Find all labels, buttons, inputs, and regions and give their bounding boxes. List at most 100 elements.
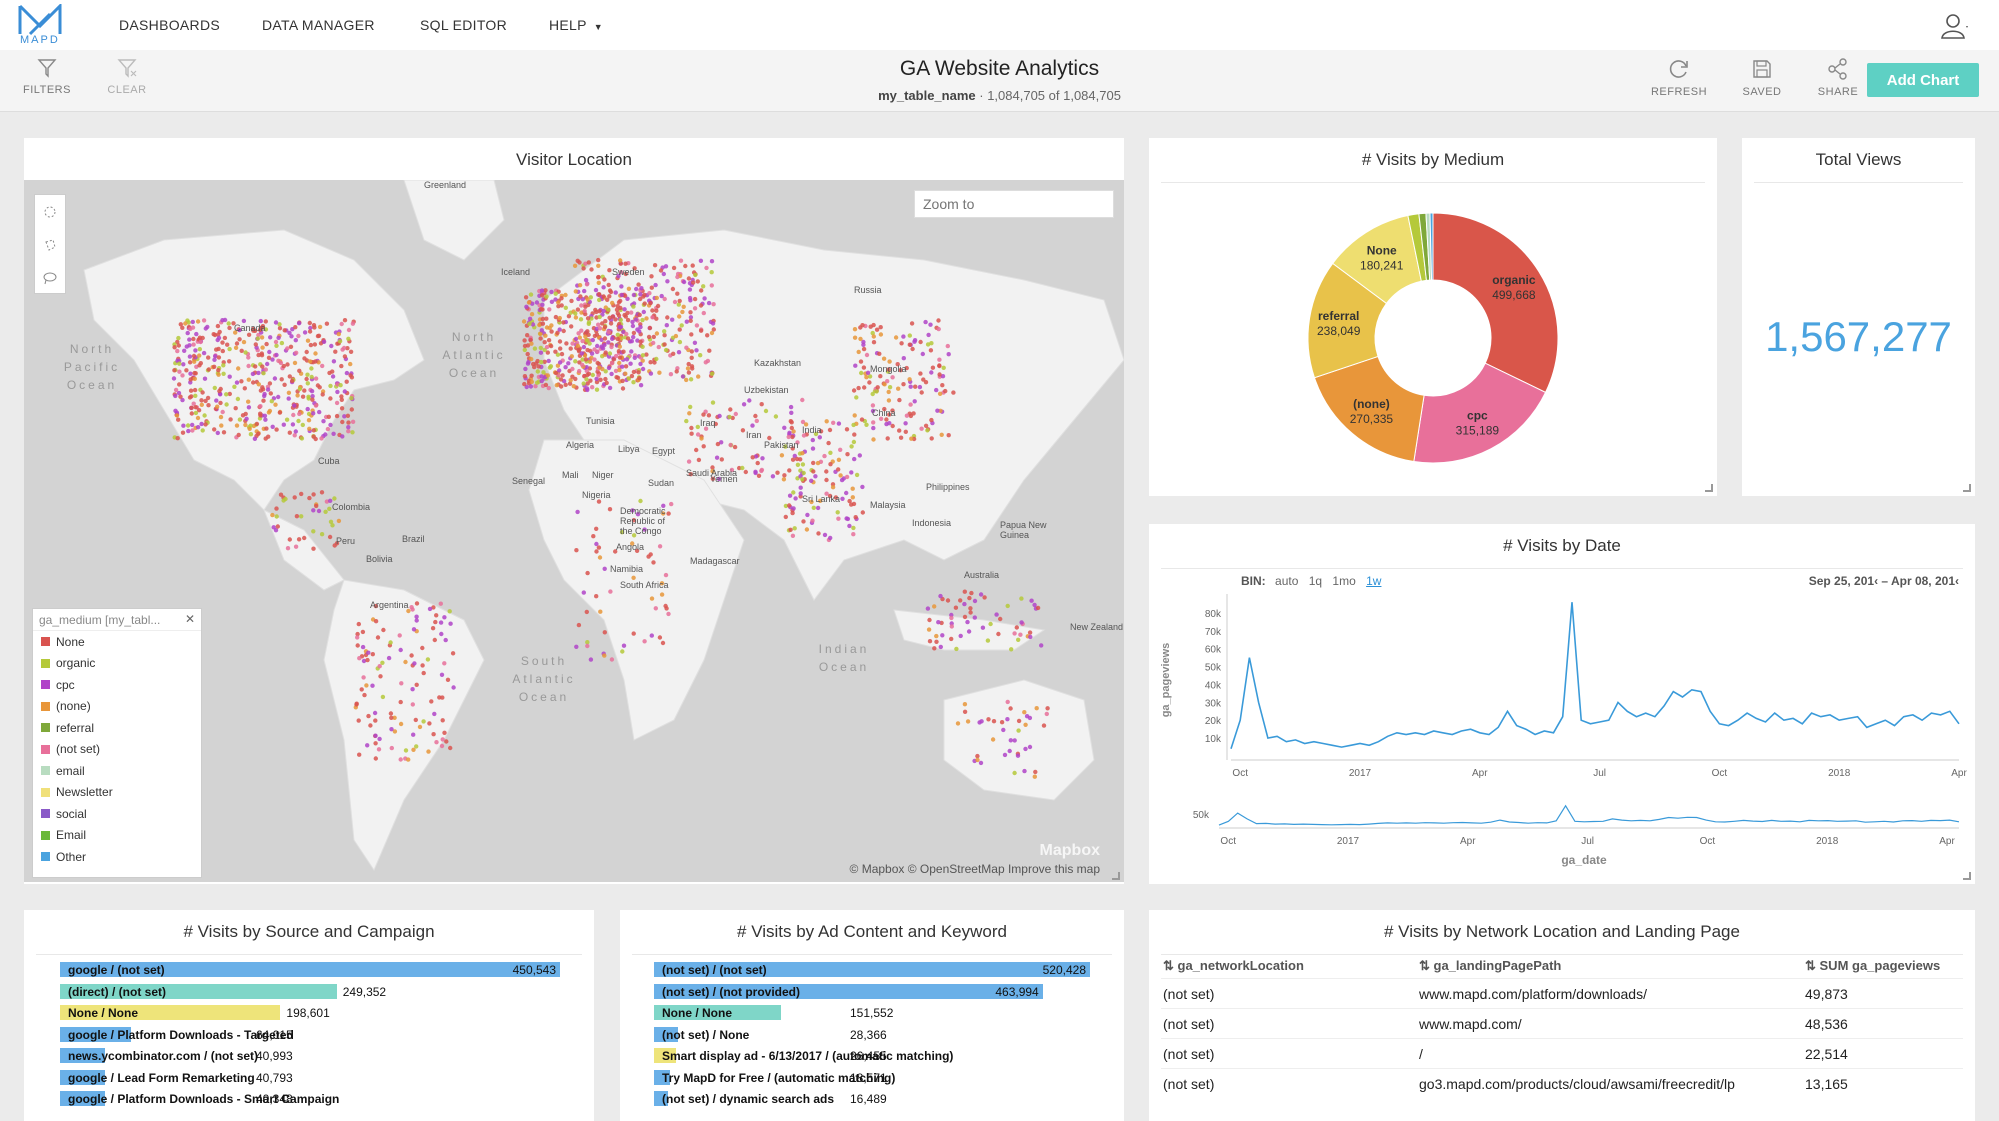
zoom-to-input[interactable] (914, 190, 1114, 218)
bar-row[interactable]: None / None 198,601 (60, 1005, 560, 1023)
bar[interactable] (654, 962, 1090, 977)
share-button[interactable]: SHARE (1803, 58, 1873, 98)
table-cell[interactable]: 49,873 (1805, 986, 1848, 1002)
brush-line[interactable] (1218, 804, 1960, 826)
bar[interactable] (60, 1048, 106, 1063)
filters-button[interactable]: FILTERS (12, 58, 82, 96)
visitor-point (937, 363, 942, 369)
bar[interactable] (60, 1026, 132, 1042)
pie-slice[interactable] (1432, 212, 1559, 394)
mapd-logo-icon[interactable] (18, 4, 66, 46)
resize-handle[interactable] (1112, 872, 1120, 880)
legend-item[interactable]: None (33, 631, 201, 653)
bar-row[interactable]: None / None 151,552 (654, 1005, 1090, 1023)
table-cell[interactable]: www.mapd.com/ (1419, 1016, 1522, 1032)
legend-item[interactable]: Other (33, 846, 201, 868)
legend-item[interactable]: cpc (33, 674, 201, 696)
nav-sql-editor[interactable]: SQL EDITOR (420, 17, 508, 33)
map-canvas[interactable] (24, 180, 1124, 882)
pie-slice[interactable] (1413, 362, 1547, 464)
legend-item[interactable]: referral (33, 717, 201, 739)
column-header-pageviews[interactable]: ⇅ SUM ga_pageviews (1805, 958, 1940, 974)
circle-select-icon[interactable] (35, 195, 65, 228)
bar[interactable] (60, 1005, 281, 1020)
legend-item[interactable]: Newsletter (33, 782, 201, 804)
column-header-network-location[interactable]: ⇅ ga_networkLocation (1163, 958, 1304, 974)
bar[interactable] (654, 1091, 668, 1106)
bar-row[interactable]: (not set) / (not set) 520,428 (654, 962, 1090, 980)
world-map[interactable]: North Pacific Ocean North Atlantic Ocean… (24, 180, 1124, 882)
lasso-select-icon[interactable] (35, 261, 65, 294)
close-icon[interactable]: ✕ (184, 612, 195, 626)
legend-item[interactable]: (none) (33, 696, 201, 718)
bar[interactable] (654, 1069, 670, 1085)
table-cell[interactable]: (not set) (1163, 1076, 1215, 1092)
bar-row[interactable]: Smart display ad - 6/13/2017 / (automati… (654, 1048, 1090, 1066)
visitor-point (398, 699, 403, 705)
series-line[interactable] (1230, 602, 1960, 750)
line-chart[interactable]: 10k20k30k40k50k60k70k80kOctOct20172017Ap… (1149, 524, 1975, 884)
date-range[interactable]: Sep 25, 201‹ – Apr 08, 201‹ (1808, 574, 1959, 588)
bin-option-1w[interactable]: 1w (1366, 574, 1382, 588)
table-cell[interactable]: (not set) (1163, 1016, 1215, 1032)
table-cell[interactable]: 13,165 (1805, 1076, 1848, 1092)
polygon-select-icon[interactable] (35, 228, 65, 261)
table-cell[interactable]: 48,536 (1805, 1016, 1848, 1032)
saved-button[interactable]: SAVED (1727, 58, 1797, 98)
resize-handle[interactable] (1963, 872, 1971, 880)
add-chart-button[interactable]: Add Chart (1867, 63, 1979, 97)
table-name[interactable]: my_table_name (878, 88, 976, 103)
bar[interactable] (654, 983, 1043, 999)
refresh-button[interactable]: REFRESH (1644, 58, 1714, 98)
pie-slice[interactable] (1313, 355, 1425, 463)
legend-header[interactable]: ga_medium [my_tabl... ✕ (33, 609, 201, 631)
legend-item[interactable]: Email (33, 825, 201, 847)
bar[interactable] (654, 1048, 677, 1063)
bar-row[interactable]: (not set) / None 28,366 (654, 1026, 1090, 1045)
table-cell[interactable]: (not set) (1163, 986, 1215, 1002)
bar[interactable] (654, 1005, 781, 1020)
resize-handle[interactable] (1705, 484, 1713, 492)
nav-dashboards[interactable]: DASHBOARDS (119, 17, 221, 33)
bin-option-1mo[interactable]: 1mo (1332, 574, 1356, 588)
bar[interactable] (60, 962, 560, 977)
legend-item[interactable]: organic (33, 653, 201, 675)
dashboard-title[interactable]: GA Website Analytics (899, 57, 1100, 80)
legend-item[interactable]: social (33, 803, 201, 825)
bar[interactable] (60, 983, 337, 999)
resize-handle[interactable] (1963, 484, 1971, 492)
bar-row[interactable]: news.ycombinator.com / (not set) 40,993 (60, 1048, 560, 1066)
clear-button[interactable]: CLEAR (92, 58, 162, 96)
bar[interactable] (60, 1091, 105, 1106)
legend-swatch (41, 766, 50, 776)
bar-row[interactable]: (not set) / (not provided) 463,994 (654, 983, 1090, 1002)
bar-row[interactable]: google / Platform Downloads - Smart Camp… (60, 1091, 560, 1109)
table-cell[interactable]: www.mapd.com/platform/downloads/ (1419, 986, 1647, 1002)
bin-option-1q[interactable]: 1q (1308, 574, 1323, 588)
donut-chart[interactable]: organic499,668cpc315,189(none)270,335ref… (1149, 138, 1717, 496)
bar[interactable] (654, 1026, 678, 1042)
bin-option-auto[interactable]: auto (1275, 574, 1299, 588)
visitor-point (614, 307, 620, 312)
column-header-landing-page[interactable]: ⇅ ga_landingPagePath (1419, 958, 1561, 974)
table-cell[interactable]: / (1419, 1046, 1423, 1062)
bar-row[interactable]: google / Platform Downloads - Targeted 64… (60, 1026, 560, 1045)
bar-row[interactable]: (direct) / (not set) 249,352 (60, 983, 560, 1002)
legend-item[interactable]: email (33, 760, 201, 782)
nav-data-manager[interactable]: DATA MANAGER (262, 17, 375, 33)
bar[interactable] (60, 1069, 106, 1085)
nav-help[interactable]: HELP ▼ (549, 17, 603, 33)
table-cell[interactable]: 22,514 (1805, 1046, 1848, 1062)
map-attribution[interactable]: © Mapbox © OpenStreetMap Improve this ma… (849, 862, 1100, 876)
legend-item[interactable]: (not set) (33, 739, 201, 761)
bar-row[interactable]: google / Lead Form Remarketing 40,793 (60, 1069, 560, 1088)
bar-row[interactable]: Try MapD for Free / (automatic matching)… (654, 1069, 1090, 1088)
table-cell[interactable]: go3.mapd.com/products/cloud/awsami/freec… (1419, 1076, 1735, 1092)
visitor-point (638, 324, 643, 330)
visitor-point (198, 339, 203, 345)
pie-slice[interactable] (1429, 212, 1434, 281)
bar-row[interactable]: google / (not set) 450,543 (60, 962, 560, 980)
table-cell[interactable]: (not set) (1163, 1046, 1215, 1062)
bar-row[interactable]: (not set) / dynamic search ads 16,489 (654, 1091, 1090, 1109)
user-icon[interactable] (1941, 12, 1969, 40)
